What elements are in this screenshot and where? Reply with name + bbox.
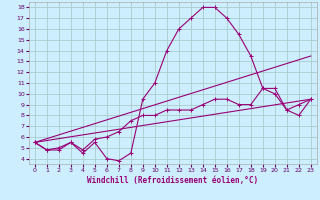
X-axis label: Windchill (Refroidissement éolien,°C): Windchill (Refroidissement éolien,°C): [87, 176, 258, 185]
